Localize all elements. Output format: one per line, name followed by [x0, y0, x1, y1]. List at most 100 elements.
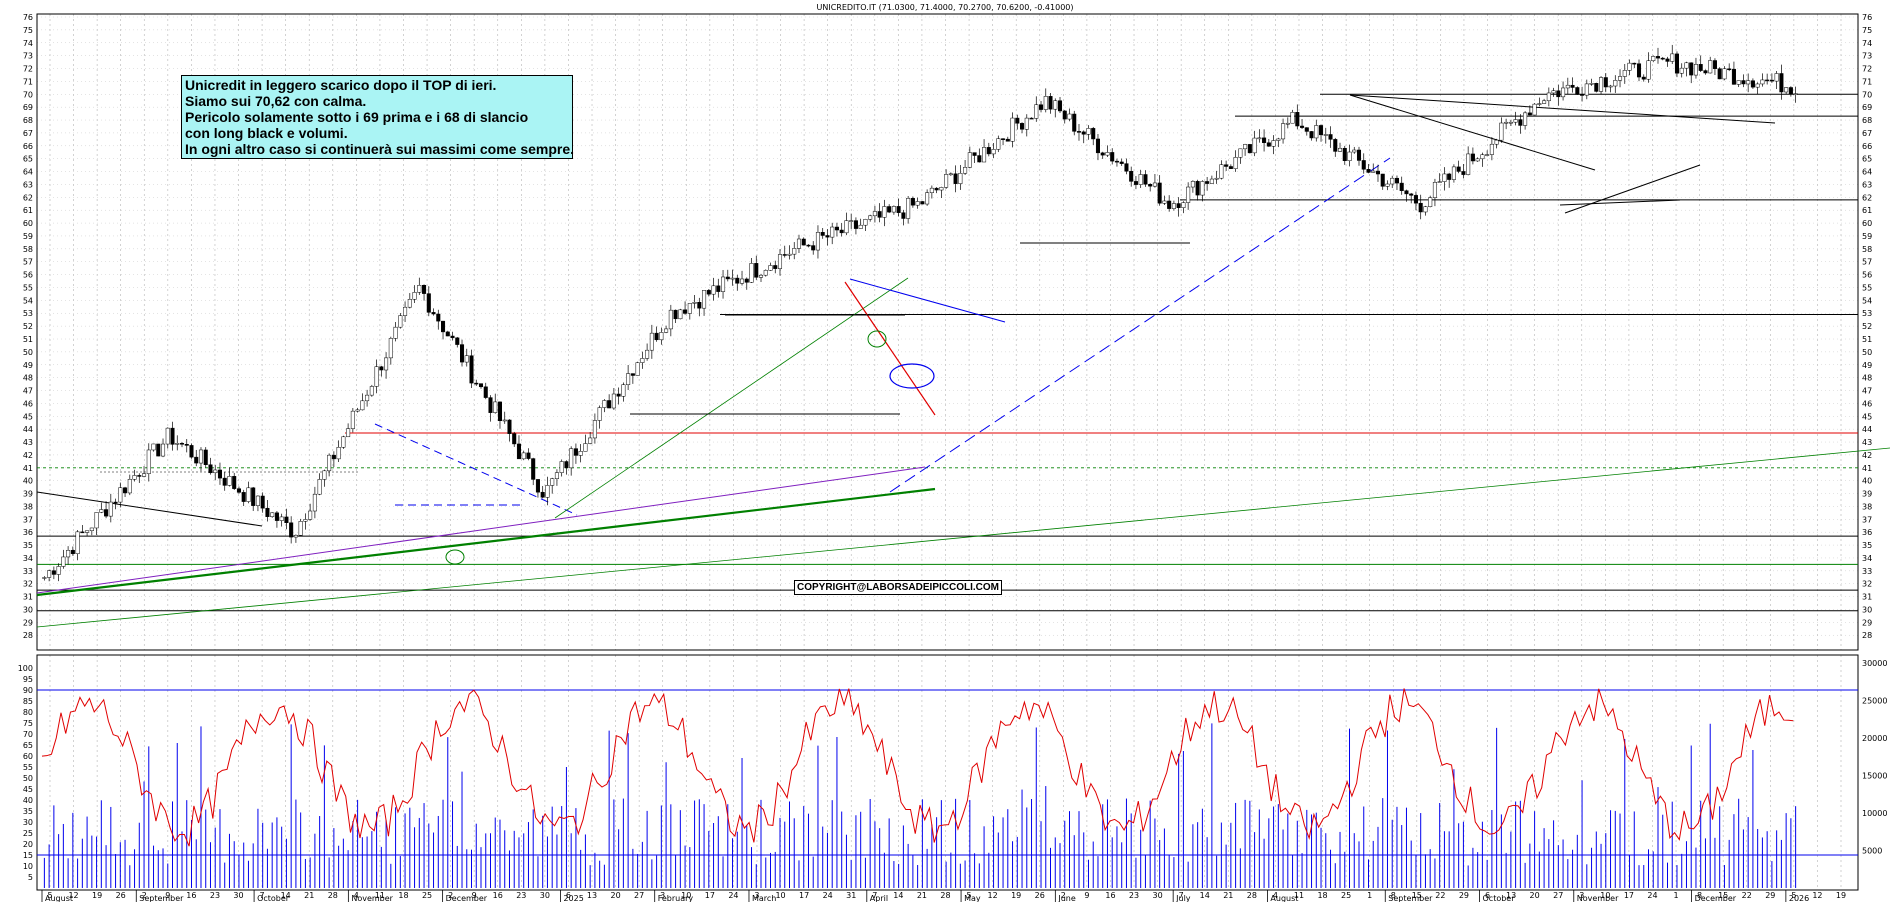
- candle-body: [80, 531, 85, 534]
- candle-body: [1466, 153, 1471, 175]
- candle-body: [1266, 142, 1271, 147]
- candle-body: [156, 443, 161, 457]
- candle-body: [1152, 182, 1157, 187]
- candle-body: [355, 409, 360, 412]
- price-panel-frame: [36, 13, 1859, 651]
- candle-body: [331, 454, 336, 460]
- candle-body: [1750, 80, 1755, 88]
- y-tick-label-right: 36: [1862, 528, 1872, 537]
- candle-body: [1214, 177, 1219, 180]
- candle-body: [1703, 70, 1708, 74]
- osc-tick-label: 75: [23, 719, 33, 728]
- candle-body: [1779, 73, 1784, 93]
- candle-body: [1190, 181, 1195, 188]
- candle-body: [246, 487, 251, 502]
- candle-body: [1784, 87, 1789, 93]
- candle-body: [298, 521, 303, 536]
- candle-body: [702, 290, 707, 309]
- candle-body: [915, 201, 920, 206]
- y-tick-label-left: 33: [23, 567, 33, 576]
- y-tick-label-right: 70: [1862, 90, 1872, 99]
- x-day-label: 15: [1718, 891, 1728, 900]
- candle-body: [1371, 170, 1376, 173]
- x-day-label: 26: [1035, 891, 1045, 900]
- y-tick-label-left: 63: [23, 180, 33, 189]
- candle-body: [1205, 181, 1210, 184]
- candle-body: [1243, 144, 1248, 150]
- candle-body: [1300, 125, 1305, 128]
- candle-body: [991, 149, 996, 155]
- candle-body: [346, 428, 351, 438]
- y-tick-label-right: 51: [1862, 335, 1872, 344]
- candle-body: [1651, 56, 1656, 61]
- candle-body: [687, 303, 692, 314]
- candle-body: [758, 274, 764, 278]
- y-tick-label-left: 68: [23, 116, 33, 125]
- candle-body: [1257, 137, 1262, 140]
- y-tick-label-left: 75: [23, 26, 33, 35]
- candle-body: [1319, 125, 1324, 136]
- candle-body: [1608, 85, 1613, 88]
- candle-body: [768, 265, 773, 271]
- candle-body: [393, 326, 398, 339]
- candle-body: [1551, 90, 1556, 94]
- candle-body: [1005, 138, 1010, 142]
- candle-body: [222, 477, 227, 486]
- candle-body: [597, 407, 602, 421]
- candle-body: [877, 211, 882, 218]
- candle-body: [431, 312, 436, 315]
- y-tick-label-left: 43: [23, 438, 33, 447]
- candle-body: [977, 155, 982, 163]
- candle-body: [293, 534, 298, 538]
- candle-body: [1247, 144, 1252, 154]
- candle-body: [1209, 178, 1214, 184]
- candle-body: [1219, 164, 1224, 179]
- y-tick-label-right: 43: [1862, 438, 1872, 447]
- candle-body: [61, 556, 66, 567]
- candle-body: [1660, 57, 1665, 60]
- y-tick-label-right: 60: [1862, 219, 1872, 228]
- candle-body: [1698, 64, 1703, 71]
- x-month-label: September: [1388, 894, 1433, 902]
- marker-ellipse: [867, 330, 887, 348]
- y-tick-label-left: 57: [23, 258, 33, 267]
- candle-body: [711, 285, 716, 295]
- candle-body: [1504, 121, 1509, 124]
- candle-body: [1072, 113, 1077, 132]
- candle-body: [716, 285, 721, 292]
- x-day-label: 7: [260, 891, 265, 900]
- candle-body: [1091, 128, 1096, 140]
- candle-body: [42, 577, 47, 579]
- x-month-label: September: [139, 894, 184, 902]
- x-day-label: 10: [681, 891, 691, 900]
- candle-body: [910, 198, 915, 206]
- support-resistance-lines: [37, 93, 1858, 612]
- x-month-label: July: [1175, 894, 1191, 902]
- triangle-lower-line: [1564, 164, 1701, 214]
- candle-body: [1485, 154, 1490, 156]
- x-day-label: 16: [186, 891, 196, 900]
- candle-body: [1029, 117, 1034, 120]
- x-day-label: 12: [68, 891, 78, 900]
- candle-body: [445, 331, 450, 337]
- x-day-label: 3: [1579, 891, 1584, 900]
- candle-body: [1670, 53, 1675, 62]
- candle-body: [1565, 84, 1570, 89]
- x-day-label: 11: [1294, 891, 1304, 900]
- y-tick-label-left: 50: [23, 348, 33, 357]
- candle-body: [1119, 161, 1124, 164]
- y-tick-label-right: 76: [1862, 13, 1872, 22]
- y-tick-label-left: 51: [23, 335, 33, 344]
- candle-body: [721, 276, 726, 292]
- candle-body: [934, 187, 939, 191]
- candle-body: [322, 470, 327, 480]
- candle-body: [1599, 77, 1604, 92]
- x-day-label: 19: [92, 891, 102, 900]
- y-tick-label-left: 76: [23, 13, 33, 22]
- candle-body: [635, 362, 640, 376]
- candle-body: [99, 509, 104, 513]
- candle-body: [1337, 147, 1343, 152]
- candle-body: [872, 211, 877, 217]
- candle-body: [678, 309, 683, 320]
- blue-resistance-line: [849, 278, 1006, 323]
